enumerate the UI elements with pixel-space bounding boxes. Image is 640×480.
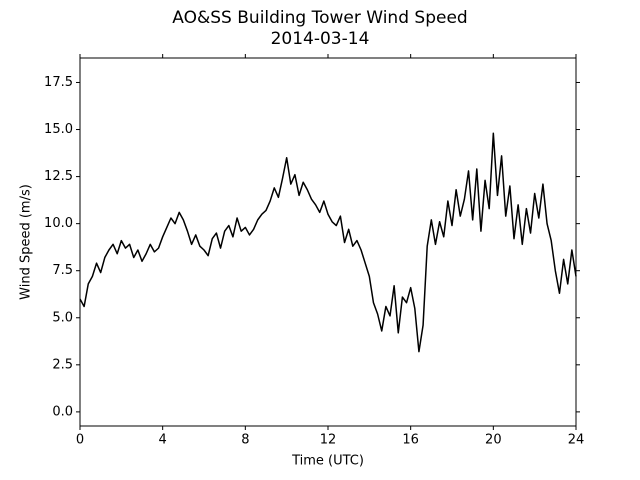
data-line	[79, 132, 577, 353]
plot-frame	[79, 57, 577, 427]
x-tick-label: 0	[76, 433, 84, 448]
y-tick-label: 7.5	[52, 263, 73, 278]
x-tick-label: 4	[159, 433, 167, 448]
y-tick-label: 15.0	[44, 122, 73, 137]
y-tick-label: 5.0	[52, 310, 73, 325]
x-tick-label: 12	[320, 433, 337, 448]
x-tick-label: 24	[568, 433, 585, 448]
chart-subtitle: 2014-03-14	[271, 29, 370, 49]
y-tick-label: 10.0	[44, 216, 73, 231]
y-tick-label: 0.0	[52, 404, 73, 419]
chart-title: AO&SS Building Tower Wind Speed	[172, 8, 467, 28]
y-tick-label: 12.5	[44, 169, 73, 184]
x-tick-label: 16	[402, 433, 419, 448]
y-axis-label: Wind Speed (m/s)	[19, 184, 34, 300]
x-axis-label: Time (UTC)	[291, 454, 364, 469]
x-tick-label: 20	[485, 433, 502, 448]
x-tick-label: 8	[241, 433, 249, 448]
y-tick-label: 17.5	[44, 75, 73, 90]
y-tick-label: 2.5	[52, 357, 73, 372]
